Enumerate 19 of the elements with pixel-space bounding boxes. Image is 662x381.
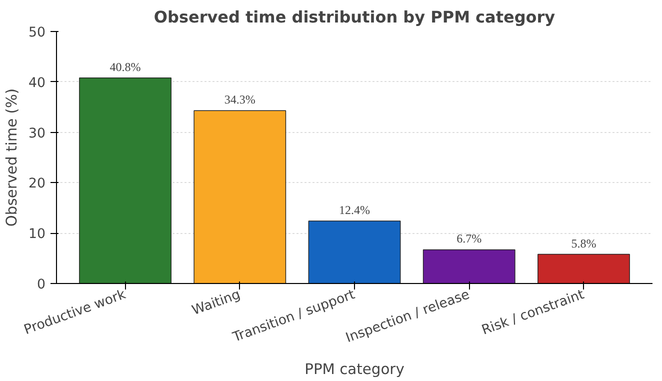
bar bbox=[194, 110, 286, 284]
data-label: 6.7% bbox=[456, 232, 482, 246]
chart-title: Observed time distribution by PPM category bbox=[154, 8, 556, 26]
data-label: 12.4% bbox=[339, 203, 370, 218]
y-tick-label: 50 bbox=[28, 26, 46, 40]
y-tick-label: 0 bbox=[37, 278, 46, 292]
data-label: 5.8% bbox=[571, 236, 596, 250]
bar bbox=[422, 249, 516, 284]
bar bbox=[79, 78, 172, 284]
y-tick-label: 30 bbox=[28, 126, 46, 142]
data-label: 40.8% bbox=[110, 60, 141, 74]
bar bbox=[538, 254, 630, 284]
y-axis-title: Observed time (%) bbox=[4, 88, 21, 227]
y-tick-label: 40 bbox=[28, 76, 46, 91]
y-tick-label: 10 bbox=[28, 227, 46, 242]
data-label: 34.3% bbox=[224, 92, 256, 107]
x-axis-title: PPM category bbox=[304, 361, 405, 378]
y-tick-label: 20 bbox=[28, 176, 46, 192]
bar bbox=[308, 220, 401, 284]
